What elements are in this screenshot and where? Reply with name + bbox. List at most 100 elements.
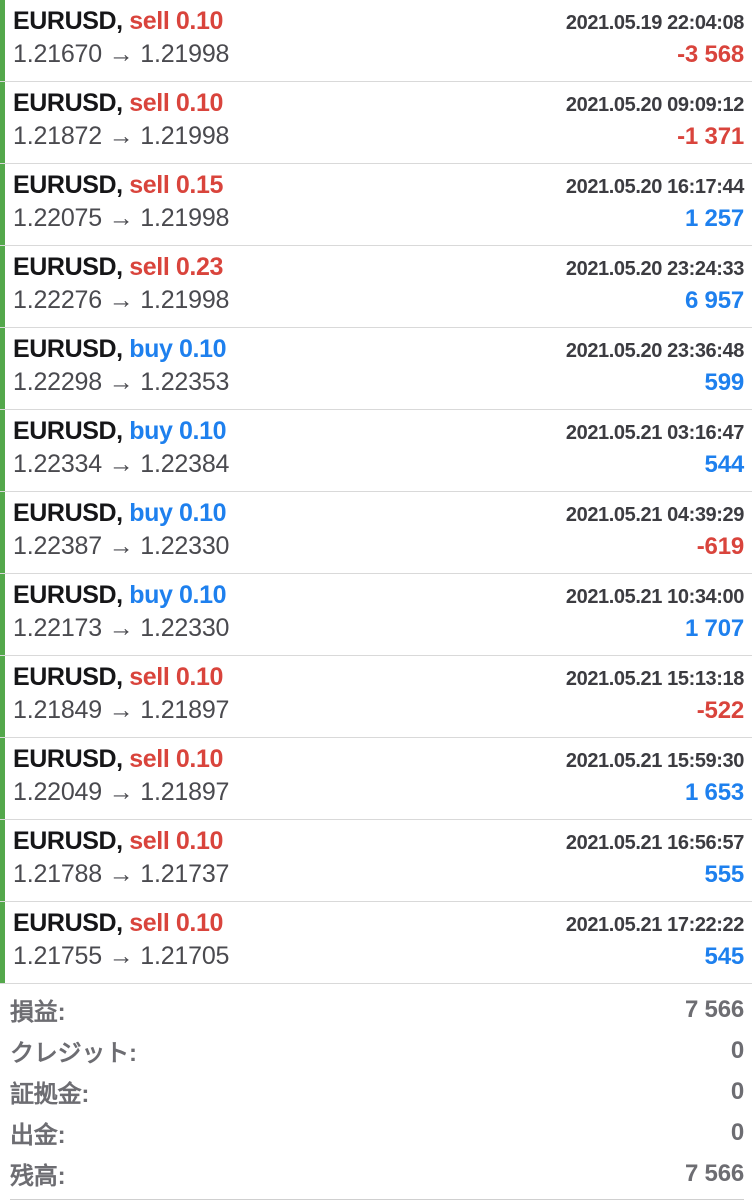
trade-title: EURUSD, sell 0.23 — [13, 253, 223, 282]
trade-open-close-prices: 1.21788 → 1.21737 — [13, 860, 230, 888]
trade-close-time: 2021.05.20 16:17:44 — [565, 176, 745, 198]
trade-row[interactable]: EURUSD, sell 0.10 2021.05.20 09:09:12 1.… — [0, 82, 752, 164]
summary-row: 出金: 0 — [10, 1112, 744, 1153]
trade-title: EURUSD, sell 0.15 — [13, 171, 223, 200]
trade-close-time: 2021.05.21 17:22:22 — [565, 914, 745, 936]
trade-row[interactable]: EURUSD, sell 0.10 2021.05.19 22:04:08 1.… — [0, 0, 752, 82]
trade-profit: -1 371 — [677, 123, 744, 150]
trade-side-volume: sell 0.15 — [129, 171, 223, 199]
trade-open-close-prices: 1.22075 → 1.21998 — [13, 204, 230, 232]
trade-open-close-prices: 1.21872 → 1.21998 — [13, 122, 230, 150]
trade-title: EURUSD, buy 0.10 — [13, 335, 227, 364]
trade-symbol: EURUSD, — [13, 827, 123, 855]
trade-side-volume: buy 0.10 — [129, 335, 227, 363]
summary-label: 損益: — [10, 999, 66, 1026]
trade-history-list: EURUSD, sell 0.10 2021.05.19 22:04:08 1.… — [0, 0, 752, 984]
summary-label: 残高: — [10, 1163, 66, 1190]
trade-side-volume: buy 0.10 — [129, 417, 227, 445]
trade-title: EURUSD, sell 0.10 — [13, 7, 223, 36]
trade-close-time: 2021.05.21 04:39:29 — [565, 504, 745, 526]
trade-profit: 555 — [704, 861, 745, 888]
trade-row[interactable]: EURUSD, sell 0.10 2021.05.21 15:59:30 1.… — [0, 738, 752, 820]
trade-side-volume: buy 0.10 — [129, 581, 227, 609]
trade-symbol: EURUSD, — [13, 253, 123, 281]
trade-symbol: EURUSD, — [13, 171, 123, 199]
trade-open-close-prices: 1.22173 → 1.22330 — [13, 614, 230, 642]
trade-side-volume: sell 0.10 — [129, 7, 223, 35]
trade-profit: 545 — [704, 943, 745, 970]
summary-row: 証拠金: 0 — [10, 1071, 744, 1112]
trade-close-time: 2021.05.20 23:24:33 — [565, 258, 745, 280]
summary-value: 0 — [730, 1118, 744, 1146]
trade-title: EURUSD, sell 0.10 — [13, 827, 223, 856]
trade-profit: 1 257 — [684, 205, 744, 232]
summary-value: 0 — [730, 1036, 744, 1064]
trade-symbol: EURUSD, — [13, 335, 123, 363]
trade-side-volume: sell 0.10 — [129, 745, 223, 773]
trade-open-close-prices: 1.22387 → 1.22330 — [13, 532, 230, 560]
trade-title: EURUSD, sell 0.10 — [13, 909, 223, 938]
trade-side-volume: buy 0.10 — [129, 499, 227, 527]
trade-profit: -3 568 — [677, 41, 744, 68]
account-summary: 損益: 7 566 クレジット: 0 証拠金: 0 出金: 0 残高: 7 56… — [0, 984, 752, 1200]
trade-close-time: 2021.05.21 16:56:57 — [565, 832, 745, 854]
trade-side-volume: sell 0.10 — [129, 827, 223, 855]
trade-row[interactable]: EURUSD, buy 0.10 2021.05.21 03:16:47 1.2… — [0, 410, 752, 492]
summary-value: 0 — [730, 1077, 744, 1105]
trade-symbol: EURUSD, — [13, 745, 123, 773]
trade-title: EURUSD, sell 0.10 — [13, 663, 223, 692]
trade-title: EURUSD, sell 0.10 — [13, 745, 223, 774]
trade-title: EURUSD, buy 0.10 — [13, 417, 227, 446]
trade-close-time: 2021.05.20 23:36:48 — [565, 340, 745, 362]
trade-symbol: EURUSD, — [13, 89, 123, 117]
summary-label: 証拠金: — [10, 1081, 90, 1108]
trade-close-time: 2021.05.20 09:09:12 — [565, 94, 745, 116]
summary-row: 残高: 7 566 — [10, 1153, 744, 1194]
trade-symbol: EURUSD, — [13, 7, 123, 35]
trade-close-time: 2021.05.21 15:13:18 — [565, 668, 745, 690]
trade-row[interactable]: EURUSD, buy 0.10 2021.05.21 10:34:00 1.2… — [0, 574, 752, 656]
summary-value: 7 566 — [684, 995, 744, 1023]
trade-close-time: 2021.05.21 10:34:00 — [565, 586, 745, 608]
trade-open-close-prices: 1.21670 → 1.21998 — [13, 40, 230, 68]
trade-open-close-prices: 1.22049 → 1.21897 — [13, 778, 230, 806]
trade-symbol: EURUSD, — [13, 909, 123, 937]
trade-profit: 1 653 — [684, 779, 744, 806]
trade-title: EURUSD, sell 0.10 — [13, 89, 223, 118]
trade-row[interactable]: EURUSD, sell 0.10 2021.05.21 15:13:18 1.… — [0, 656, 752, 738]
trade-row[interactable]: EURUSD, sell 0.15 2021.05.20 16:17:44 1.… — [0, 164, 752, 246]
trade-open-close-prices: 1.22298 → 1.22353 — [13, 368, 230, 396]
trade-row[interactable]: EURUSD, buy 0.10 2021.05.21 04:39:29 1.2… — [0, 492, 752, 574]
trade-profit: 544 — [704, 451, 745, 478]
trade-symbol: EURUSD, — [13, 417, 123, 445]
summary-label: 出金: — [10, 1122, 66, 1149]
summary-row: クレジット: 0 — [10, 1030, 744, 1071]
trade-profit: 599 — [704, 369, 745, 396]
trade-close-time: 2021.05.19 22:04:08 — [565, 12, 745, 34]
trade-row[interactable]: EURUSD, buy 0.10 2021.05.20 23:36:48 1.2… — [0, 328, 752, 410]
trade-side-volume: sell 0.10 — [129, 89, 223, 117]
trade-row[interactable]: EURUSD, sell 0.10 2021.05.21 17:22:22 1.… — [0, 902, 752, 984]
trade-symbol: EURUSD, — [13, 499, 123, 527]
trade-profit: -522 — [696, 697, 744, 724]
summary-label: クレジット: — [10, 1040, 137, 1067]
trade-open-close-prices: 1.21849 → 1.21897 — [13, 696, 230, 724]
trade-side-volume: sell 0.10 — [129, 909, 223, 937]
trade-open-close-prices: 1.21755 → 1.21705 — [13, 942, 230, 970]
trade-profit: 6 957 — [684, 287, 744, 314]
trade-symbol: EURUSD, — [13, 663, 123, 691]
trade-side-volume: sell 0.23 — [129, 253, 223, 281]
trade-close-time: 2021.05.21 15:59:30 — [565, 750, 745, 772]
trade-profit: -619 — [696, 533, 744, 560]
trade-title: EURUSD, buy 0.10 — [13, 581, 227, 610]
summary-row: 損益: 7 566 — [10, 989, 744, 1030]
trade-open-close-prices: 1.22276 → 1.21998 — [13, 286, 230, 314]
trade-row[interactable]: EURUSD, sell 0.10 2021.05.21 16:56:57 1.… — [0, 820, 752, 902]
trade-title: EURUSD, buy 0.10 — [13, 499, 227, 528]
trade-symbol: EURUSD, — [13, 581, 123, 609]
trade-profit: 1 707 — [684, 615, 744, 642]
trade-open-close-prices: 1.22334 → 1.22384 — [13, 450, 230, 478]
trade-row[interactable]: EURUSD, sell 0.23 2021.05.20 23:24:33 1.… — [0, 246, 752, 328]
summary-rows: 損益: 7 566 クレジット: 0 証拠金: 0 出金: 0 残高: 7 56… — [10, 989, 744, 1194]
summary-value: 7 566 — [684, 1159, 744, 1187]
